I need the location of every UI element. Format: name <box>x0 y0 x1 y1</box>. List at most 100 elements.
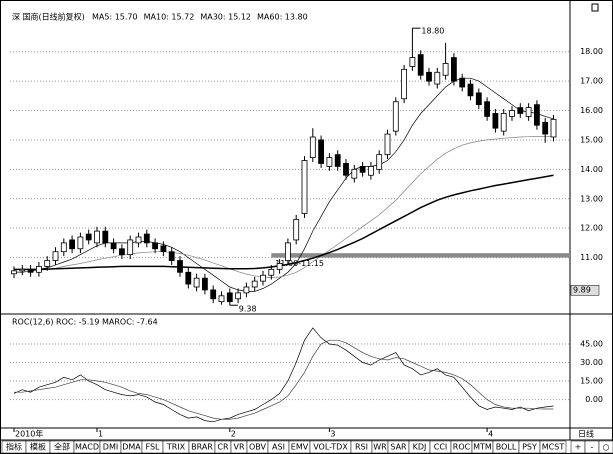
candle-body <box>152 242 159 250</box>
candle-body <box>52 251 59 261</box>
y-tick-label: 14.00 <box>580 165 603 174</box>
candle-body <box>417 54 424 76</box>
candle-body <box>284 242 291 261</box>
ma-legend: MA5: 15.70 <box>92 13 138 22</box>
candle-body <box>459 77 466 88</box>
tab-label[interactable]: SAR <box>390 443 407 452</box>
candle-body <box>251 280 258 288</box>
candle-body <box>185 271 192 285</box>
x-tick-label: 4 <box>488 430 493 439</box>
candle-body <box>426 71 432 82</box>
tab-label[interactable]: EMV <box>291 443 309 452</box>
candle-body <box>318 139 325 164</box>
candle-body <box>401 68 408 100</box>
control-button[interactable] <box>598 440 613 454</box>
candle-body <box>351 168 358 179</box>
tab-label[interactable]: 模板 <box>30 442 46 452</box>
tab-label[interactable]: BRAR <box>191 443 213 452</box>
tab-label[interactable]: WR <box>373 443 387 452</box>
candle-body <box>509 110 515 117</box>
candle-body <box>492 113 499 129</box>
y-tick-label: 17.00 <box>580 77 603 86</box>
tab-label[interactable]: ASI <box>272 443 285 452</box>
candle-body <box>359 166 366 173</box>
x-tick-label: 3 <box>330 430 335 439</box>
x-tick-label: 2 <box>231 430 236 439</box>
candle-body <box>334 154 341 167</box>
indicator-title: ROC(12,6) ROC: -5.19 MAROC: -7.64 <box>12 318 158 327</box>
ma-line <box>13 327 554 423</box>
candle-body <box>484 101 491 117</box>
candle-body <box>119 248 125 256</box>
candle-body <box>127 239 134 256</box>
tab-label[interactable]: CCI <box>434 443 448 452</box>
tab-label[interactable]: DMA <box>122 443 141 452</box>
y-tick-label: 15.00 <box>580 377 603 386</box>
tab-label[interactable]: VOL-TDX <box>313 443 348 452</box>
candle-body <box>260 274 266 282</box>
y-tick-label: 11.00 <box>580 253 603 262</box>
window-icon[interactable] <box>591 3 599 12</box>
candle-body <box>326 157 333 167</box>
tab-label[interactable]: BOLL <box>496 443 517 452</box>
tab-label[interactable]: CR <box>217 443 229 452</box>
candle-body <box>525 107 532 117</box>
candle-body <box>69 239 75 250</box>
control-label[interactable]: + <box>575 443 582 452</box>
control-label[interactable]: ○ <box>603 443 610 452</box>
tab-label[interactable]: KDJ <box>413 443 427 452</box>
candle-body <box>226 292 233 303</box>
candle-body <box>201 277 208 291</box>
candle-body <box>309 136 316 158</box>
ma-line <box>13 136 554 278</box>
ma-line <box>14 174 554 271</box>
y-tick-label: 45.00 <box>580 339 603 348</box>
support-band <box>271 253 570 258</box>
x-tick-label: 2010年 <box>15 429 43 439</box>
candle-body <box>168 251 175 261</box>
candle-body <box>392 101 399 132</box>
candle-body <box>44 260 51 267</box>
tab-label[interactable]: ROC <box>453 443 471 452</box>
tab-label[interactable]: 全部 <box>54 442 70 452</box>
control-label[interactable]: - <box>591 443 594 452</box>
candle-body <box>268 268 275 276</box>
tab-label[interactable]: DMI <box>103 443 118 452</box>
tab-label[interactable]: MTM <box>473 443 492 452</box>
candle-body <box>77 236 84 250</box>
candle-body <box>85 233 92 241</box>
candle-body <box>450 57 457 82</box>
ma-legend: MA30: 15.12 <box>200 13 251 22</box>
tab[interactable] <box>539 440 567 454</box>
candle-body <box>193 277 200 288</box>
tab-label[interactable]: TRIX <box>166 443 186 452</box>
annotation-label: 9.38 <box>239 305 257 314</box>
candle-body <box>343 163 349 176</box>
candle-body <box>442 63 449 76</box>
tab-label[interactable]: VR <box>233 443 244 452</box>
tab-label[interactable]: FSL <box>146 443 161 452</box>
y-tick-label: 30.00 <box>580 358 603 367</box>
candle-body <box>367 166 374 176</box>
candle-body <box>384 133 391 156</box>
tab-label[interactable]: PSY <box>522 443 537 452</box>
candle-body <box>517 107 524 114</box>
y-tick-label: 15.00 <box>580 135 603 144</box>
tab-label[interactable]: MCST <box>542 443 565 452</box>
period-label[interactable]: 日线 <box>578 429 594 439</box>
candle-body <box>550 118 557 138</box>
tab-label[interactable]: MACD <box>75 443 99 452</box>
ma-legend: MA10: 15.72 <box>144 13 195 22</box>
ma-legend: MA60: 13.80 <box>257 13 308 22</box>
tab-label[interactable]: RSI <box>355 443 368 452</box>
tab-label[interactable]: OBV <box>249 443 267 452</box>
candle-body <box>102 230 109 244</box>
candle-body <box>243 286 250 294</box>
candle-body <box>177 260 183 273</box>
candle-body <box>293 218 300 241</box>
ma-line <box>14 339 554 420</box>
candle-body <box>160 245 167 253</box>
tab-label[interactable]: 指标 <box>6 442 22 452</box>
